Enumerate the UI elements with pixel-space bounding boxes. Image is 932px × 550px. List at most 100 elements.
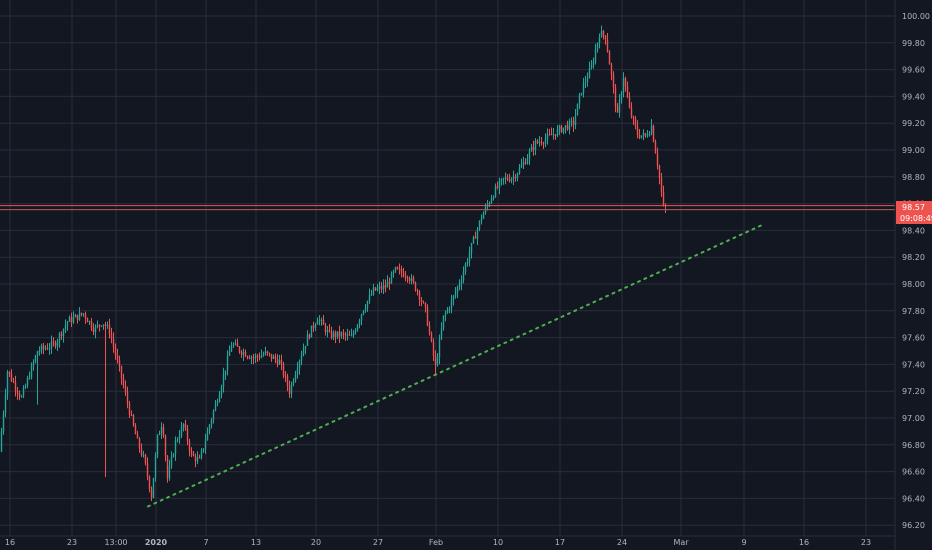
y-tick-label: 96.40 [902, 494, 925, 503]
candle-body [540, 141, 543, 144]
candle-body [192, 453, 195, 456]
candle-body [354, 330, 357, 333]
candle-body [242, 351, 245, 355]
y-tick-label: 96.60 [902, 468, 925, 477]
support-trendline[interactable] [147, 224, 763, 508]
candle-body [348, 334, 351, 336]
x-tick-label: 20 [311, 538, 321, 547]
candle-body [502, 178, 505, 180]
candle-body [250, 357, 253, 359]
candle-body [184, 424, 187, 429]
x-tick-label: 13 [251, 538, 261, 547]
candle-body [408, 278, 411, 281]
candle-body [112, 338, 115, 347]
candle-body [610, 64, 613, 75]
x-tick-label: 24 [617, 538, 627, 547]
candle-body [418, 291, 421, 300]
candle-body [498, 180, 501, 188]
candle-body [58, 333, 61, 342]
candle-body [166, 456, 169, 479]
candle-body [482, 213, 485, 219]
candle-body [104, 324, 107, 327]
candle-body [556, 129, 559, 137]
candle-body [594, 49, 597, 62]
candle-body [34, 355, 37, 362]
candle-body [288, 385, 291, 394]
candle-body [276, 359, 279, 365]
candle-body [118, 359, 121, 367]
candle-body [626, 86, 629, 98]
candle-body [532, 146, 535, 150]
candle-body [318, 319, 321, 321]
candle-body [394, 267, 397, 272]
candle-body [360, 314, 363, 321]
candle-body [208, 424, 211, 432]
candle-body [454, 292, 457, 296]
candle-body [558, 126, 561, 130]
candle-body [574, 115, 577, 126]
candle-body [658, 165, 661, 179]
candle-body [94, 326, 97, 333]
candle-body [14, 382, 17, 391]
candle-body [186, 428, 189, 442]
candle-body [468, 252, 471, 262]
candle-body [380, 286, 383, 290]
candle-body [546, 134, 549, 139]
candle-body [306, 334, 309, 346]
candle-body [70, 317, 73, 323]
x-tick-label: 16 [5, 538, 15, 547]
candle-body [128, 403, 131, 415]
candle-body [376, 288, 379, 291]
candle-body [64, 325, 67, 330]
candle-body [406, 276, 409, 279]
candle-body [516, 173, 519, 179]
candle-body [114, 346, 117, 356]
candle-body [620, 92, 623, 101]
y-tick-label: 97.60 [902, 334, 925, 343]
candle-body [314, 324, 317, 328]
candle-body [210, 419, 213, 425]
candle-body [420, 299, 423, 302]
candle-body [280, 360, 283, 364]
candle-body [392, 271, 395, 274]
candle-body [552, 134, 555, 136]
candle-body [36, 351, 39, 356]
candle-body [56, 341, 59, 347]
y-tick-label: 99.40 [902, 92, 925, 101]
candles [0, 25, 667, 502]
candle-body [96, 324, 99, 327]
candle-body [362, 310, 365, 315]
candle-body [598, 37, 601, 43]
candle-body [410, 277, 413, 281]
candle-body [60, 333, 63, 336]
candle-body [224, 370, 227, 375]
candle-body [130, 414, 133, 416]
candle-body [264, 351, 267, 355]
candle-body [300, 355, 303, 362]
candle-body [74, 314, 77, 318]
candle-body [90, 321, 93, 329]
candle-body [586, 77, 589, 82]
candle-body [470, 243, 473, 253]
candle-body [50, 341, 53, 349]
candle-body [504, 177, 507, 179]
price-line-layer [0, 205, 895, 211]
candle-body [230, 345, 233, 352]
candle-body [630, 107, 633, 117]
grid [0, 0, 895, 536]
candle-body [254, 355, 257, 359]
current-price-badge [896, 201, 932, 213]
candle-body [232, 344, 235, 346]
candle-body [292, 381, 295, 384]
candle-body [386, 281, 389, 288]
y-tick-label: 99.20 [902, 119, 925, 128]
candle-body [332, 332, 335, 338]
y-tick-label: 96.20 [902, 521, 925, 530]
x-axis[interactable]: 16 23 13:00 2020 7 13 20 27 Feb 10 17 24 Mar 9 16 23 [5, 538, 871, 547]
candle-body [480, 218, 483, 221]
candle-body [28, 377, 31, 379]
candle-body [518, 167, 521, 174]
candle-body [52, 341, 55, 343]
